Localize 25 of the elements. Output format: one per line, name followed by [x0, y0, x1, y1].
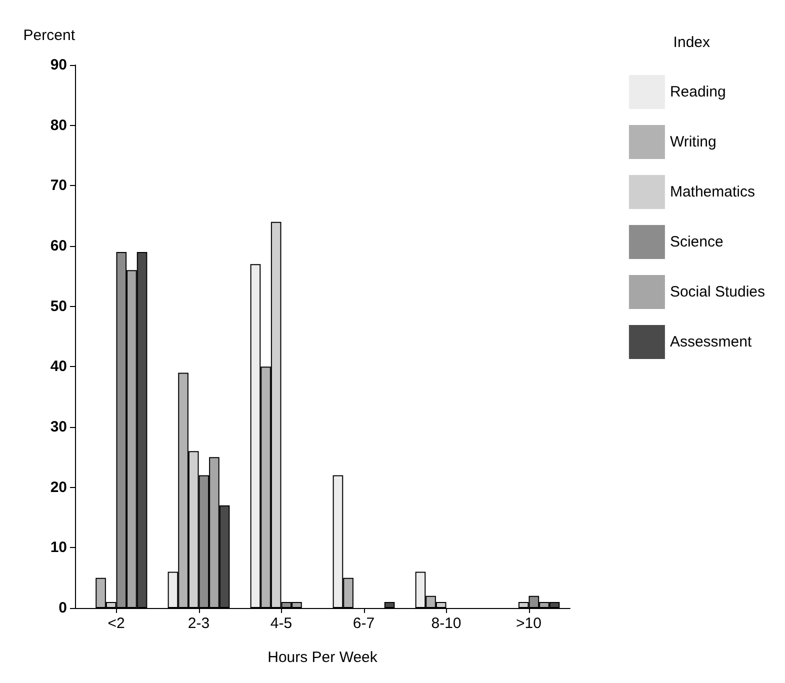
legend-label: Science — [670, 234, 724, 250]
legend-label: Reading — [670, 84, 726, 100]
y-tick-label: 10 — [50, 539, 67, 556]
x-tick-label: <2 — [108, 615, 125, 632]
legend-label: Writing — [670, 134, 716, 150]
y-tick-label: 50 — [50, 298, 67, 315]
y-axis-title: Percent — [23, 27, 76, 44]
x-tick-label: 2-3 — [188, 615, 210, 632]
x-tick-label: 6-7 — [352, 615, 375, 632]
y-tick-label: 20 — [50, 478, 67, 496]
x-axis-title: Hours Per Week — [268, 649, 378, 666]
x-tick-label: >10 — [516, 615, 542, 632]
legend-title: Index — [673, 34, 710, 51]
x-tick-label: 4-5 — [270, 615, 292, 632]
x-tick-label: 8-10 — [431, 615, 462, 632]
legend-label: Assessment — [670, 334, 752, 350]
y-tick-label: 30 — [50, 418, 67, 436]
y-tick-label: 60 — [50, 238, 67, 254]
y-tick-label: 70 — [50, 177, 67, 194]
y-tick-label: 0 — [58, 600, 67, 616]
y-tick-label: 90 — [50, 56, 67, 74]
y-tick-label: 80 — [50, 116, 67, 134]
legend-label: Mathematics — [670, 184, 755, 200]
y-tick-label: 40 — [50, 358, 67, 376]
legend-label: Social Studies — [670, 284, 766, 300]
